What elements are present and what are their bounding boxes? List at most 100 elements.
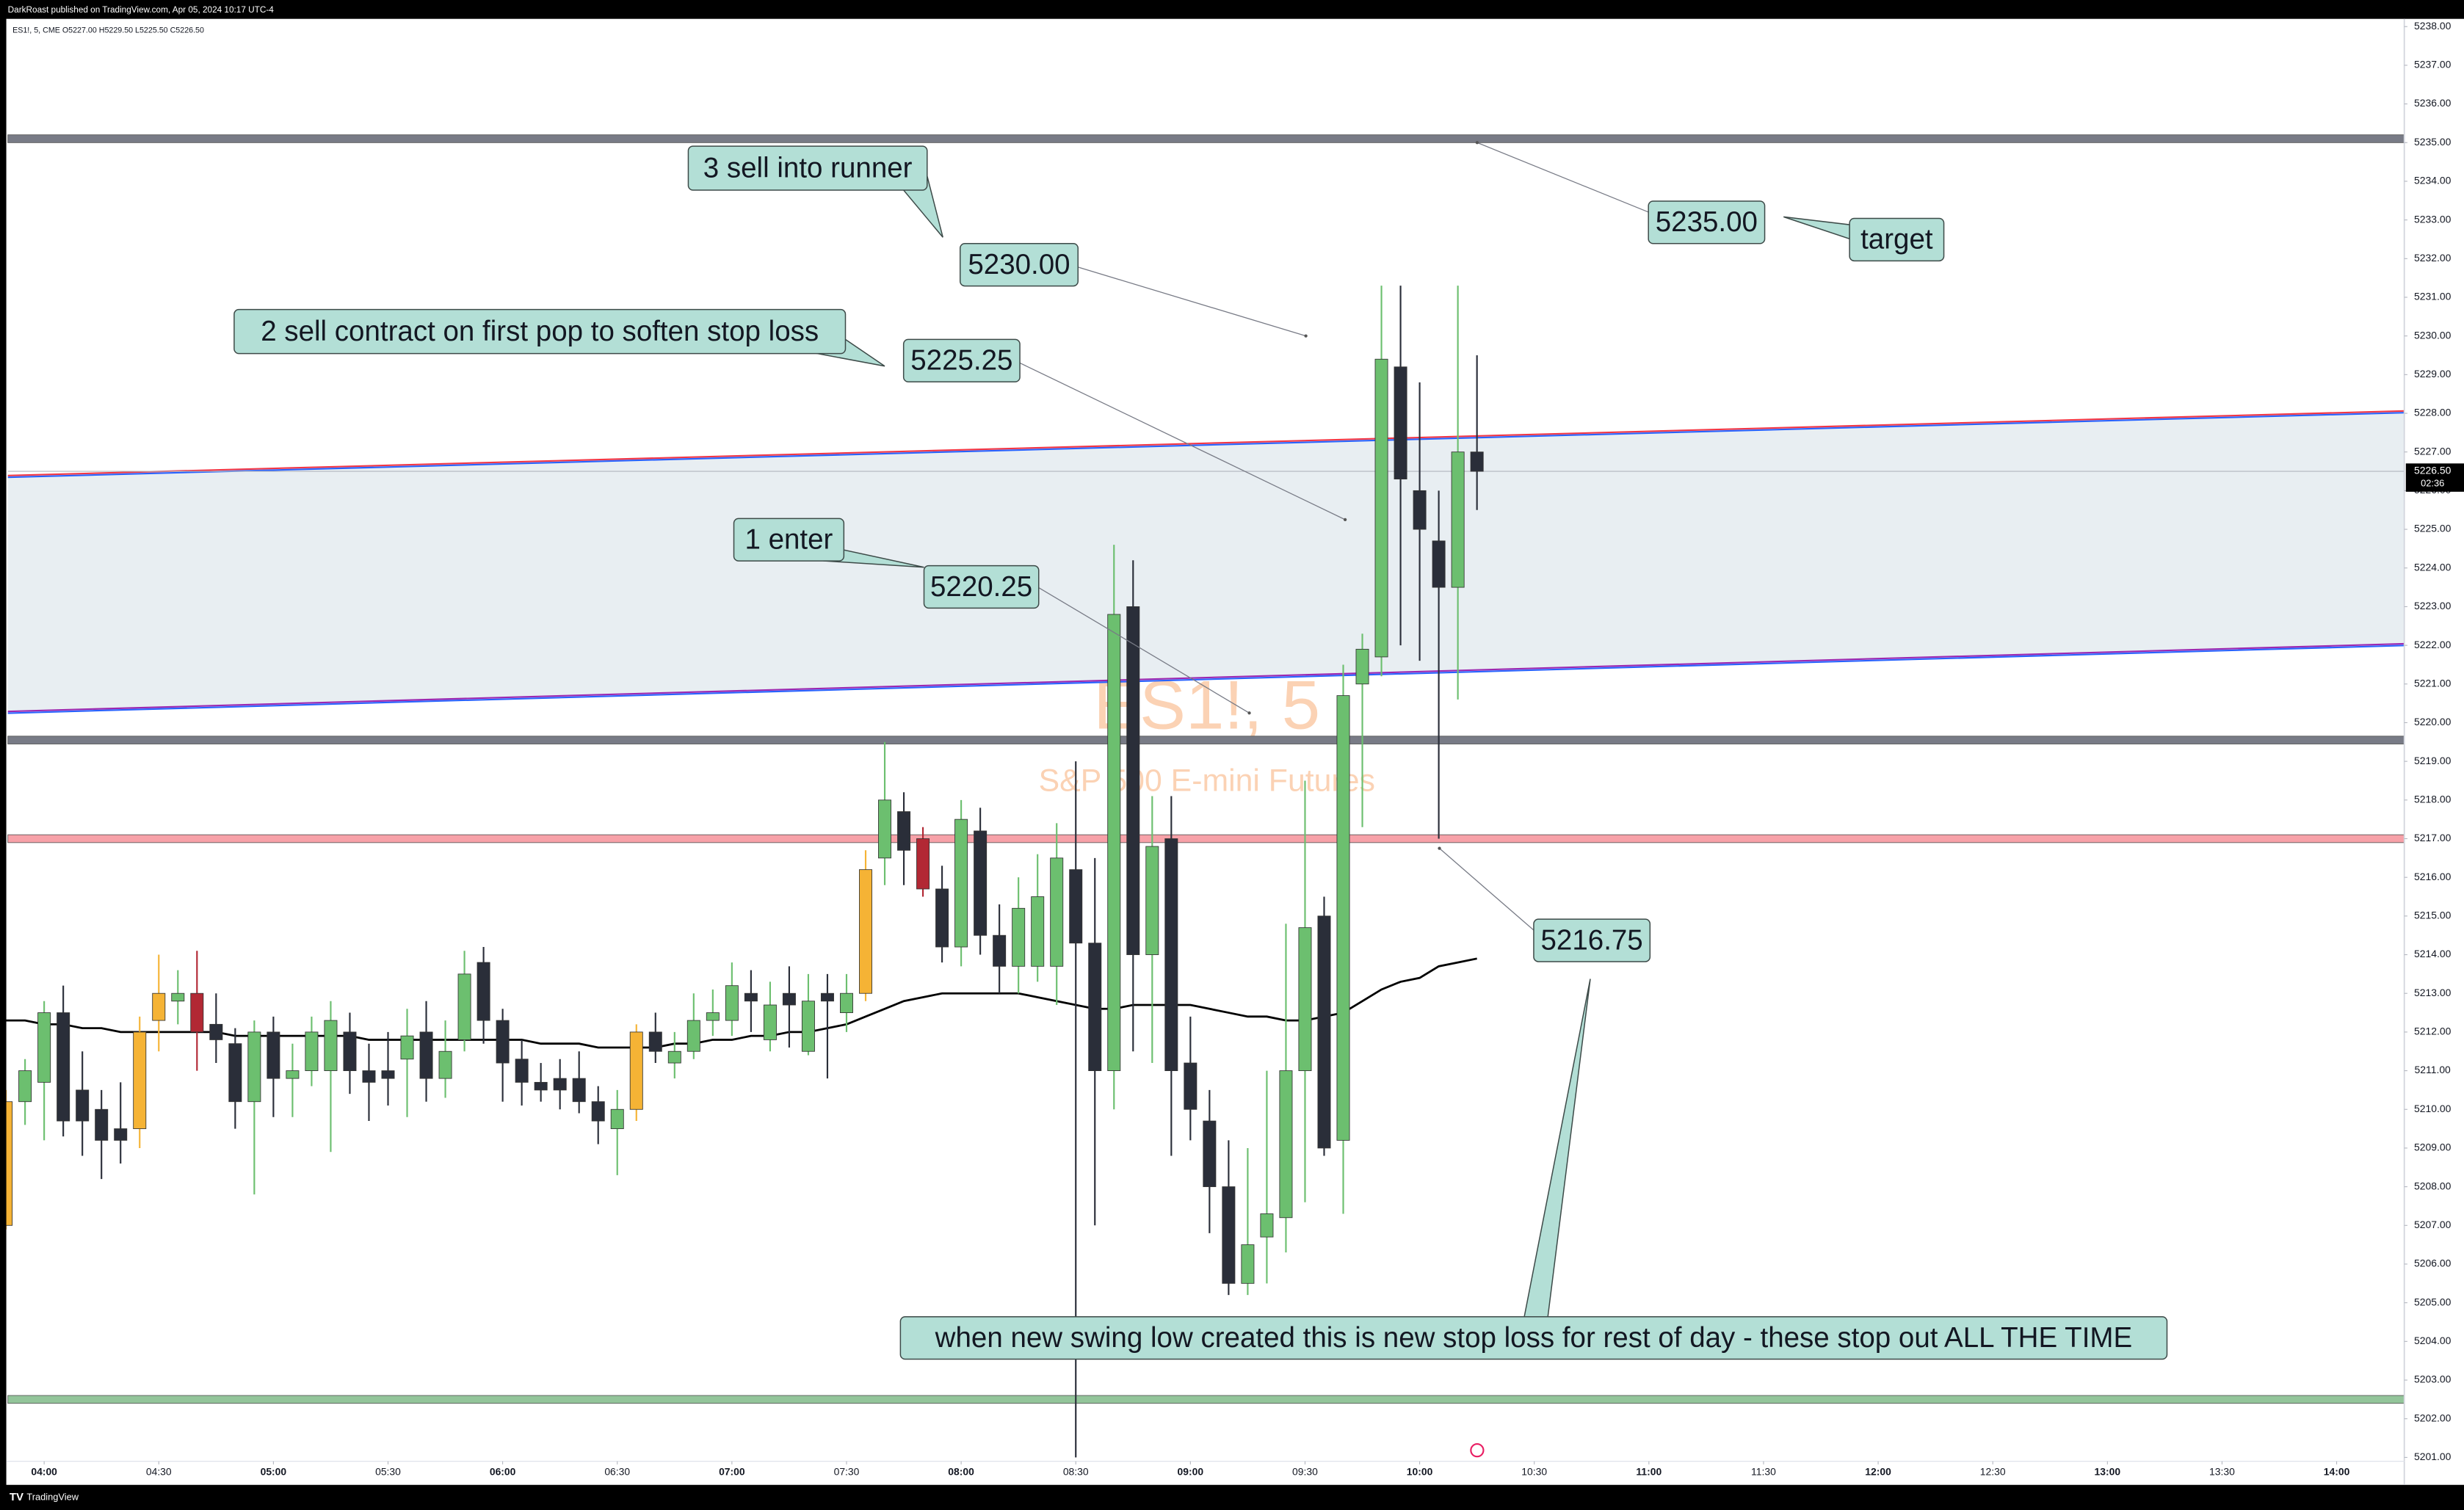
- candle-body: [916, 838, 930, 890]
- y-tick-label: 5230.00: [2414, 329, 2452, 341]
- candle-body: [18, 1070, 32, 1103]
- candle-body: [1203, 1120, 1217, 1188]
- y-tick-label: 5227.00: [2414, 445, 2452, 457]
- candle-body: [57, 1012, 70, 1122]
- y-tick-label: 5212.00: [2414, 1026, 2452, 1037]
- candle-body: [419, 1031, 433, 1079]
- channel-line: [7, 642, 2405, 713]
- price-label-text: 5230.00: [968, 249, 1070, 280]
- candle-body: [974, 830, 988, 936]
- y-tick-label: 5210.00: [2414, 1103, 2452, 1114]
- candle-body: [1260, 1213, 1274, 1238]
- x-tick-label: 05:00: [261, 1465, 287, 1477]
- candle-body: [667, 1050, 681, 1064]
- candle-body: [1336, 695, 1350, 1141]
- channel-line: [7, 645, 2405, 714]
- price-label-text: 5220.25: [930, 571, 1032, 603]
- x-tick-label: 06:00: [490, 1465, 516, 1477]
- y-tick-label: 5204.00: [2414, 1335, 2452, 1346]
- y-tick-label: 5201.00: [2414, 1451, 2452, 1462]
- x-tick-label: 08:30: [1063, 1465, 1089, 1477]
- candle-body: [267, 1031, 280, 1079]
- callout-box: [899, 1315, 2168, 1360]
- candle-body: [648, 1031, 662, 1052]
- candle-body: [343, 1031, 357, 1072]
- left-border: [0, 0, 7, 1510]
- candle-body: [801, 1001, 815, 1052]
- candle-body: [1069, 869, 1083, 944]
- y-tick-label: 5234.00: [2414, 175, 2452, 186]
- candle-body: [1031, 896, 1045, 967]
- candle-body: [954, 818, 968, 948]
- candle-body: [993, 934, 1007, 967]
- level-band: [7, 134, 2405, 143]
- y-tick-label: 5224.00: [2414, 561, 2452, 573]
- price-pointer: [1439, 848, 1534, 931]
- candle-body: [839, 992, 853, 1013]
- candle-body: [247, 1031, 261, 1103]
- candle-body: [859, 869, 872, 994]
- y-tick-label: 5215.00: [2414, 910, 2452, 921]
- callout-text: target: [1860, 224, 1933, 255]
- candle-body: [1298, 927, 1312, 1072]
- x-tick-label: 04:30: [146, 1465, 172, 1477]
- candle-body: [820, 992, 834, 1002]
- candle-body: [1241, 1244, 1255, 1284]
- price-point: [1475, 141, 1479, 145]
- candle-body: [190, 992, 204, 1033]
- x-tick-label: 09:30: [1292, 1465, 1318, 1477]
- candle-body: [362, 1070, 376, 1083]
- price-label-text: 5216.75: [1541, 924, 1643, 956]
- x-tick-label: 13:00: [2095, 1465, 2121, 1477]
- logo: TV: [10, 1491, 23, 1503]
- candle-body: [1050, 857, 1064, 967]
- footer-bar: [0, 1484, 2464, 1510]
- candle-body: [477, 962, 490, 1021]
- candle-body: [1126, 606, 1140, 955]
- x-tick-label: 10:30: [1521, 1465, 1547, 1477]
- y-tick-label: 5207.00: [2414, 1219, 2452, 1230]
- candle-body: [171, 992, 185, 1002]
- price-label-box: [1533, 918, 1651, 962]
- x-tick-label: 04:00: [31, 1465, 57, 1477]
- callout-text: 1 enter: [744, 524, 833, 556]
- candle-body: [1355, 648, 1369, 685]
- y-tick-label: 5233.00: [2414, 213, 2452, 225]
- candle-body: [572, 1078, 586, 1103]
- y-tick-label: 5228.00: [2414, 407, 2452, 418]
- x-tick-label: 07:00: [719, 1465, 745, 1477]
- candle-body: [553, 1078, 567, 1091]
- y-tick-label: 5202.00: [2414, 1412, 2452, 1423]
- candle-body: [400, 1035, 414, 1060]
- price-pointer: [1038, 587, 1250, 714]
- candle-body: [935, 888, 949, 948]
- price-label-box: [923, 565, 1040, 609]
- candle-body: [725, 985, 739, 1021]
- price-label-box: [1648, 200, 1766, 244]
- candle-body: [1317, 915, 1331, 1149]
- candle-body: [629, 1031, 643, 1110]
- x-tick-label: 05:30: [375, 1465, 401, 1477]
- callout-text: 3 sell into runner: [703, 152, 913, 184]
- header-bar: [0, 0, 2464, 19]
- brand: TradingView: [26, 1491, 79, 1502]
- candle-body: [1394, 366, 1407, 480]
- last-price-label: 5226.50: [2414, 465, 2452, 476]
- x-tick-label: 11:00: [1636, 1465, 1662, 1477]
- session-icon: [1470, 1443, 1485, 1458]
- x-tick-label: 11:30: [1751, 1465, 1776, 1477]
- x-tick-label: 12:00: [1865, 1465, 1891, 1477]
- y-tick-label: 5208.00: [2414, 1180, 2452, 1191]
- level-band: [7, 1395, 2405, 1404]
- price-point: [1247, 711, 1251, 715]
- candle-body: [95, 1108, 109, 1141]
- price-pointer: [1476, 142, 1649, 213]
- callout-box: [687, 145, 928, 191]
- price-label-text: 5235.00: [1656, 206, 1758, 238]
- candle-body: [496, 1020, 510, 1064]
- callout-text: when new swing low created this is new s…: [935, 1322, 2132, 1354]
- price-pointer: [1019, 362, 1346, 520]
- price-point: [1438, 846, 1441, 850]
